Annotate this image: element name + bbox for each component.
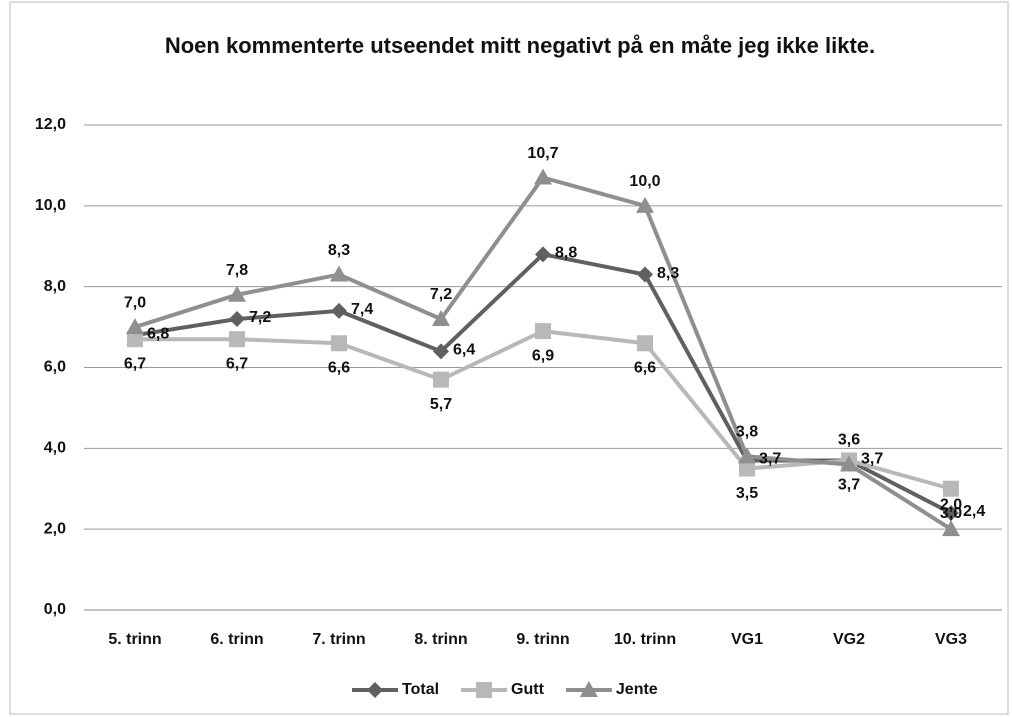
data-point <box>739 460 755 477</box>
data-label: 8,3 <box>657 265 679 282</box>
data-label: 8,8 <box>555 245 577 262</box>
data-point <box>229 311 245 327</box>
data-label: 7,4 <box>351 301 373 318</box>
data-point <box>738 447 756 464</box>
data-point <box>331 335 347 352</box>
x-tick-label: VG2 <box>833 631 865 648</box>
y-tick-label: 0,0 <box>44 601 66 618</box>
data-point <box>535 323 551 340</box>
data-label: 2,0 <box>940 496 962 513</box>
x-tick-label: 8. trinn <box>414 631 467 648</box>
chart-border <box>9 1 1009 715</box>
data-label: 10,7 <box>527 145 558 162</box>
data-label: 10,0 <box>629 173 660 190</box>
data-point <box>943 505 959 521</box>
y-tick-label: 2,0 <box>44 520 66 537</box>
data-label: 5,7 <box>430 396 452 413</box>
data-label: 7,2 <box>430 286 452 303</box>
data-label: 6,6 <box>634 359 656 376</box>
x-tick-label: VG1 <box>731 631 763 648</box>
data-label: 3,7 <box>759 451 781 468</box>
x-tick-label: 9. trinn <box>516 631 569 648</box>
data-label: 6,7 <box>124 355 146 372</box>
data-label: 6,4 <box>453 342 475 359</box>
x-tick-label: 5. trinn <box>108 631 161 648</box>
data-point <box>637 335 653 352</box>
data-label: 3,7 <box>861 451 883 468</box>
data-point <box>535 246 551 263</box>
data-point <box>126 318 144 335</box>
legend-label: Jente <box>616 681 658 698</box>
data-point <box>432 310 450 326</box>
data-point <box>636 196 654 213</box>
legend-label: Gutt <box>511 681 545 698</box>
data-point <box>228 285 246 302</box>
y-tick-label: 10,0 <box>35 197 66 214</box>
data-label: 6,6 <box>328 359 350 376</box>
x-tick-label: 7. trinn <box>312 631 365 648</box>
data-label: 2,4 <box>963 503 985 520</box>
data-point <box>943 480 959 497</box>
data-point <box>127 331 143 348</box>
y-tick-label: 8,0 <box>44 278 66 295</box>
data-point <box>637 266 653 283</box>
data-label: 7,0 <box>124 294 146 311</box>
data-label: 6,8 <box>147 325 169 342</box>
data-point <box>229 331 245 348</box>
data-point <box>942 520 960 537</box>
legend-marker <box>476 682 493 698</box>
data-label: 6,9 <box>532 347 554 364</box>
x-tick-label: 6. trinn <box>210 631 263 648</box>
legend-label: Total <box>402 681 439 698</box>
data-label: 8,3 <box>328 242 350 259</box>
legend-marker <box>579 681 598 697</box>
series-line <box>134 252 952 515</box>
data-point <box>534 168 552 185</box>
legend-marker <box>367 682 383 698</box>
chart-title: Noen kommenterte utseendet mitt negativt… <box>164 33 876 58</box>
data-label: 7,2 <box>249 309 271 326</box>
y-tick-label: 12,0 <box>35 116 66 133</box>
data-point <box>331 302 347 319</box>
data-label: 6,7 <box>226 355 248 372</box>
data-point <box>433 371 449 388</box>
data-label: 3,7 <box>838 477 860 494</box>
data-label: 3,0 <box>940 505 962 522</box>
x-tick-label: VG3 <box>935 631 967 648</box>
data-label: 3,8 <box>736 424 758 441</box>
y-tick-label: 4,0 <box>44 440 66 457</box>
x-tick-label: 10. trinn <box>614 631 676 648</box>
data-point <box>330 265 348 282</box>
data-point <box>433 343 449 360</box>
data-point <box>840 455 858 472</box>
data-label: 7,8 <box>226 262 248 279</box>
data-label: 3,5 <box>736 485 758 502</box>
data-label: 3,6 <box>838 432 860 449</box>
y-tick-label: 6,0 <box>44 359 66 376</box>
